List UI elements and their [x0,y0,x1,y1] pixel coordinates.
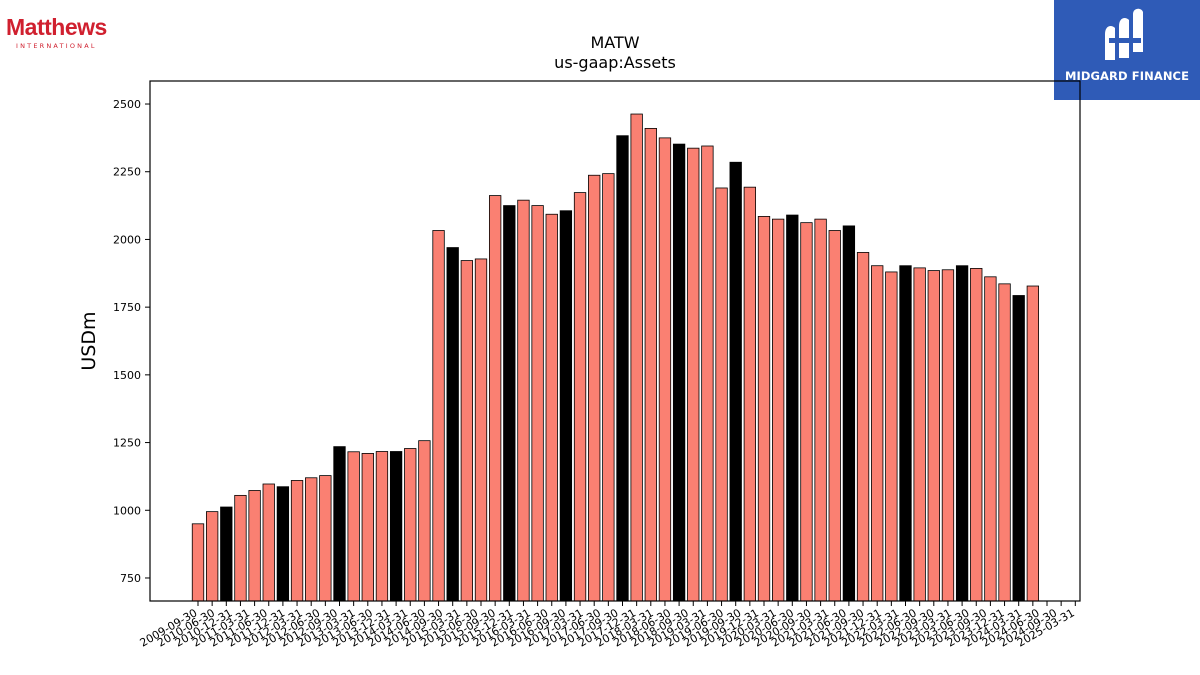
bar-2015-09-30 [531,205,544,602]
plot-frame [149,80,1081,602]
bar-2023-06-30 [970,268,983,602]
bar-2014-06-30 [460,260,474,602]
bar-2017-12-31 [658,137,672,602]
bar-2021-03-31 [842,225,856,602]
matthews-logo-brand: Matthews [6,14,107,40]
bar-2021-12-31 [885,271,898,602]
bar-2020-03-31 [786,214,799,602]
midgard-logo-mark-icon [1105,8,1143,60]
bar-2017-03-31 [616,135,629,602]
bar-2018-06-30 [687,147,700,602]
bar-2012-09-30 [361,452,374,602]
bar-2011-09-30 [305,477,318,602]
bar-2019-12-31 [772,218,785,602]
bar-2014-03-31 [446,247,459,602]
bar-2013-12-31 [432,230,445,602]
bar-2020-12-31 [828,230,841,602]
bar-2016-12-31 [602,173,615,602]
bar-2015-06-30 [517,199,530,602]
bar-2023-12-31 [998,283,1011,602]
bar-2013-06-30 [404,448,417,602]
bar-2009-12-31 [205,511,219,602]
bar-2019-09-30 [757,216,771,602]
bar-2009-09-30 [191,523,205,602]
bar-2022-12-31 [941,269,955,602]
bar-2010-12-31 [262,483,275,602]
chart-subtitle: us-gaap:Assets [554,53,676,72]
bar-2022-06-30 [913,267,926,602]
bar-2020-06-30 [800,222,813,602]
bar-2021-09-30 [871,265,884,602]
bar-2023-03-31 [955,265,969,602]
bar-2013-09-30 [418,440,431,602]
matthews-logo: Matthews INTERNATIONAL [6,14,116,50]
bar-2014-12-31 [488,195,502,602]
y-tick-label: 1000 [113,504,141,517]
y-tick-label: 2500 [113,98,141,111]
bar-2024-03-31 [1012,295,1025,602]
bar-2016-03-31 [559,210,573,602]
y-tick-label: 2000 [113,233,141,246]
y-axis-ticks: 750 1000 1250 1500 1750 2000 2250 2500 [113,98,150,585]
matthews-logo-sub: INTERNATIONAL [16,42,97,50]
y-tick-label: 1500 [113,369,141,382]
bar-2013-03-31 [389,451,403,602]
bar-2022-09-30 [927,270,940,602]
bar-2010-03-31 [220,506,233,602]
midgard-logo-name: MIDGARD FINANCE [1064,69,1190,83]
bar-2018-09-30 [701,145,714,602]
bar-2019-06-30 [743,186,756,602]
bar-2017-06-30 [630,113,643,602]
bar-2010-09-30 [248,490,261,602]
bar-2010-06-30 [234,494,247,602]
bar-2012-12-31 [375,451,389,602]
bar-2024-06-30 [1026,285,1039,602]
bar-2023-09-30 [984,276,997,602]
bar-2022-03-31 [899,265,912,602]
bar-2011-12-31 [319,475,332,602]
bar-2014-09-30 [474,258,488,602]
y-tick-label: 1250 [113,437,141,450]
x-axis-ticks: 2009-09-302010-06-302010-12-312011-03-31… [138,601,1077,650]
bar-2011-06-30 [290,480,304,602]
bar-2016-09-30 [588,174,601,602]
bar-2015-12-31 [545,213,558,602]
bar-2011-03-31 [276,486,290,602]
bar-2018-03-31 [672,143,686,602]
bar-2018-12-31 [715,187,728,602]
bar-group [191,113,1039,602]
bar-2012-03-31 [333,446,346,602]
bar-2021-06-30 [856,252,870,602]
bar-2012-06-30 [347,451,360,602]
y-tick-label: 2250 [113,166,141,179]
bar-2015-03-31 [503,205,516,602]
bar-2016-06-30 [573,192,587,602]
bar-2019-03-31 [729,161,742,602]
bar-2017-09-30 [644,127,657,602]
midgard-finance-logo: MIDGARD FINANCE [1054,0,1200,100]
y-tick-label: 750 [120,572,141,585]
y-axis-label: USDm [78,311,100,370]
chart-title: MATW [590,33,639,52]
y-tick-label: 1750 [113,301,141,314]
bar-2020-09-30 [814,218,827,602]
